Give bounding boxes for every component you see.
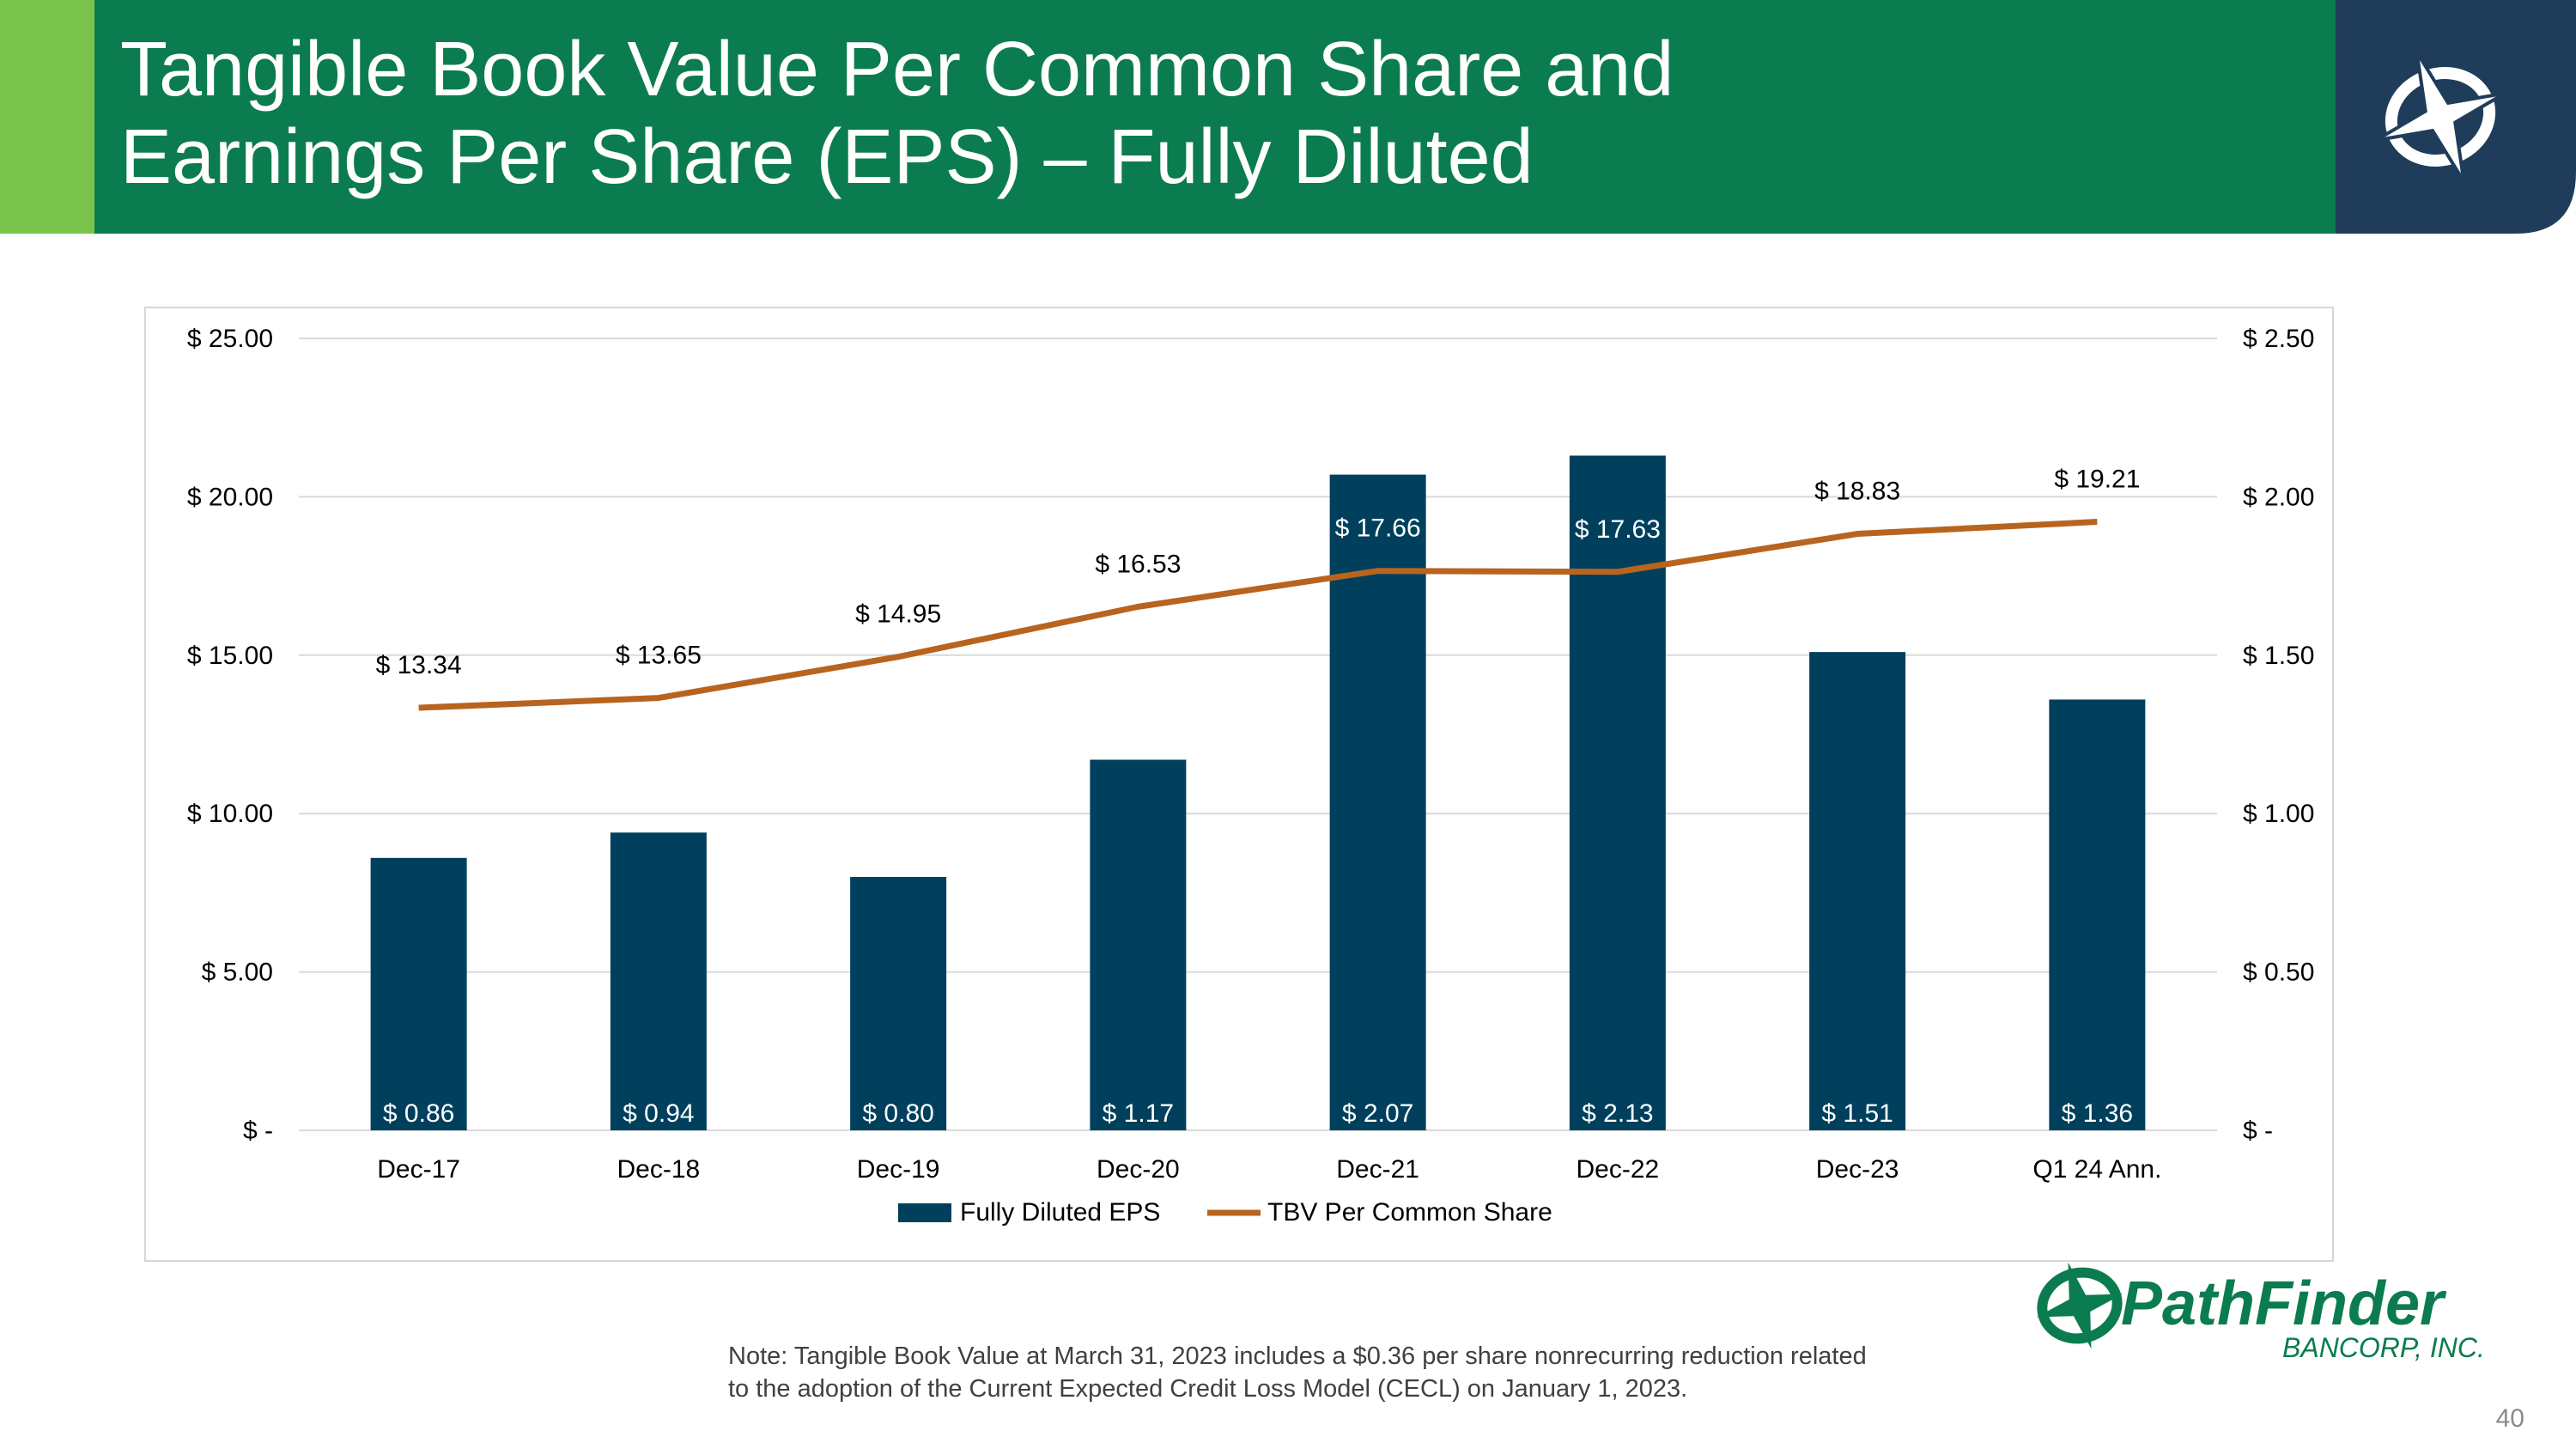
tbv-data-label: $ 17.66 <box>1335 514 1421 543</box>
footnote-line-1: Note: Tangible Book Value at March 31, 2… <box>728 1342 1867 1370</box>
tbv-data-label: $ 14.95 <box>855 600 941 629</box>
eps-data-label: $ 2.13 <box>1582 1099 1653 1128</box>
y-right-tick-label: $ 0.50 <box>2243 959 2314 987</box>
y-right-tick-label: $ 2.50 <box>2243 325 2314 353</box>
y-left-tick-label: $ 25.00 <box>187 325 273 353</box>
eps-data-label: $ 1.51 <box>1821 1099 1893 1128</box>
y-left-tick-label: $ 10.00 <box>187 800 273 828</box>
slide-title-line-2: Earnings Per Share (EPS) – Fully Diluted <box>120 114 1534 200</box>
legend-swatch-eps <box>898 1203 951 1222</box>
pathfinder-emblem-icon <box>2036 1262 2123 1349</box>
y-left-tick-label: $ - <box>243 1117 273 1145</box>
y-right-tick-label: $ 1.00 <box>2243 800 2314 828</box>
header-accent-bar <box>0 0 94 234</box>
x-tick-label: Dec-19 <box>857 1155 940 1184</box>
footnote: Note: Tangible Book Value at March 31, 2… <box>728 1340 2102 1405</box>
eps-bar <box>2049 699 2146 1130</box>
x-tick-label: Q1 24 Ann. <box>2032 1155 2161 1184</box>
page-number: 40 <box>2495 1404 2524 1433</box>
eps-data-label: $ 1.36 <box>2062 1099 2133 1128</box>
eps-bar <box>1809 652 1906 1130</box>
x-tick-label: Dec-21 <box>1336 1155 1419 1184</box>
tbv-data-label: $ 13.65 <box>616 642 702 670</box>
y-left-tick-label: $ 5.00 <box>202 959 273 987</box>
eps-data-label: $ 0.86 <box>383 1099 454 1128</box>
eps-data-label: $ 2.07 <box>1342 1099 1413 1128</box>
tbv-data-label: $ 13.34 <box>376 651 462 679</box>
eps-data-label: $ 0.94 <box>623 1099 694 1128</box>
footnote-line-2: to the adoption of the Current Expected … <box>728 1375 1688 1403</box>
y-right-tick-label: $ 2.00 <box>2243 483 2314 511</box>
eps-bar <box>1090 759 1187 1130</box>
eps-data-label: $ 0.80 <box>862 1099 933 1128</box>
legend-label-tbv: TBV Per Common Share <box>1267 1198 1552 1227</box>
y-left-tick-label: $ 15.00 <box>187 642 273 670</box>
y-right-tick-label: $ - <box>2243 1117 2273 1145</box>
chart-area: $ - $ 5.00 $ 10.00 $ 15.00 $ 20.00 $ 25.00 $ -… <box>144 307 2334 1262</box>
x-tick-label: Dec-18 <box>617 1155 701 1184</box>
tbv-data-label: $ 19.21 <box>2054 466 2140 494</box>
compass-logo-panel <box>2336 0 2576 234</box>
pathfinder-brand-logo: PathFinder BANCORP, INC. <box>2026 1256 2490 1367</box>
tbv-data-label: $ 17.63 <box>1575 515 1661 544</box>
pathfinder-logo: PathFinder BANCORP, INC. <box>2036 1262 2485 1363</box>
brand-name: PathFinder <box>2121 1269 2447 1338</box>
x-tick-label: Dec-23 <box>1816 1155 1899 1184</box>
eps-bar <box>370 857 467 1130</box>
tbv-line <box>418 519 2098 711</box>
slide-title-line-1: Tangible Book Value Per Common Share and <box>120 27 1674 113</box>
legend-label-eps: Fully Diluted EPS <box>960 1198 1160 1227</box>
y-left-tick-label: $ 20.00 <box>187 483 273 511</box>
eps-bar <box>1569 455 1666 1130</box>
combo-chart: $ - $ 5.00 $ 10.00 $ 15.00 $ 20.00 $ 25.00 $ -… <box>187 325 2315 1227</box>
tbv-data-label: $ 16.53 <box>1095 550 1181 578</box>
x-tick-label: Dec-22 <box>1577 1155 1660 1184</box>
brand-subtitle: BANCORP, INC. <box>2282 1332 2485 1363</box>
x-tick-label: Dec-17 <box>377 1155 460 1184</box>
x-tick-label: Dec-20 <box>1097 1155 1180 1184</box>
eps-data-label: $ 1.17 <box>1103 1099 1174 1128</box>
eps-bar <box>1329 474 1426 1130</box>
eps-bar <box>610 832 707 1130</box>
tbv-data-label: $ 18.83 <box>1814 478 1900 506</box>
y-right-tick-label: $ 1.50 <box>2243 642 2314 670</box>
compass-star-icon <box>2336 0 2576 234</box>
eps-bar <box>850 876 947 1130</box>
slide-title: Tangible Book Value Per Common Share and… <box>120 26 1674 201</box>
header-bar <box>94 0 2336 234</box>
